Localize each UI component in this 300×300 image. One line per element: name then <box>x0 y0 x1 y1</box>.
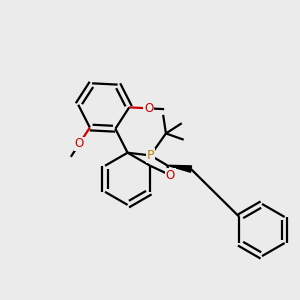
Polygon shape <box>167 165 191 172</box>
Text: O: O <box>75 137 84 150</box>
Text: P: P <box>147 149 154 162</box>
Text: O: O <box>144 102 153 115</box>
Text: O: O <box>166 169 175 182</box>
